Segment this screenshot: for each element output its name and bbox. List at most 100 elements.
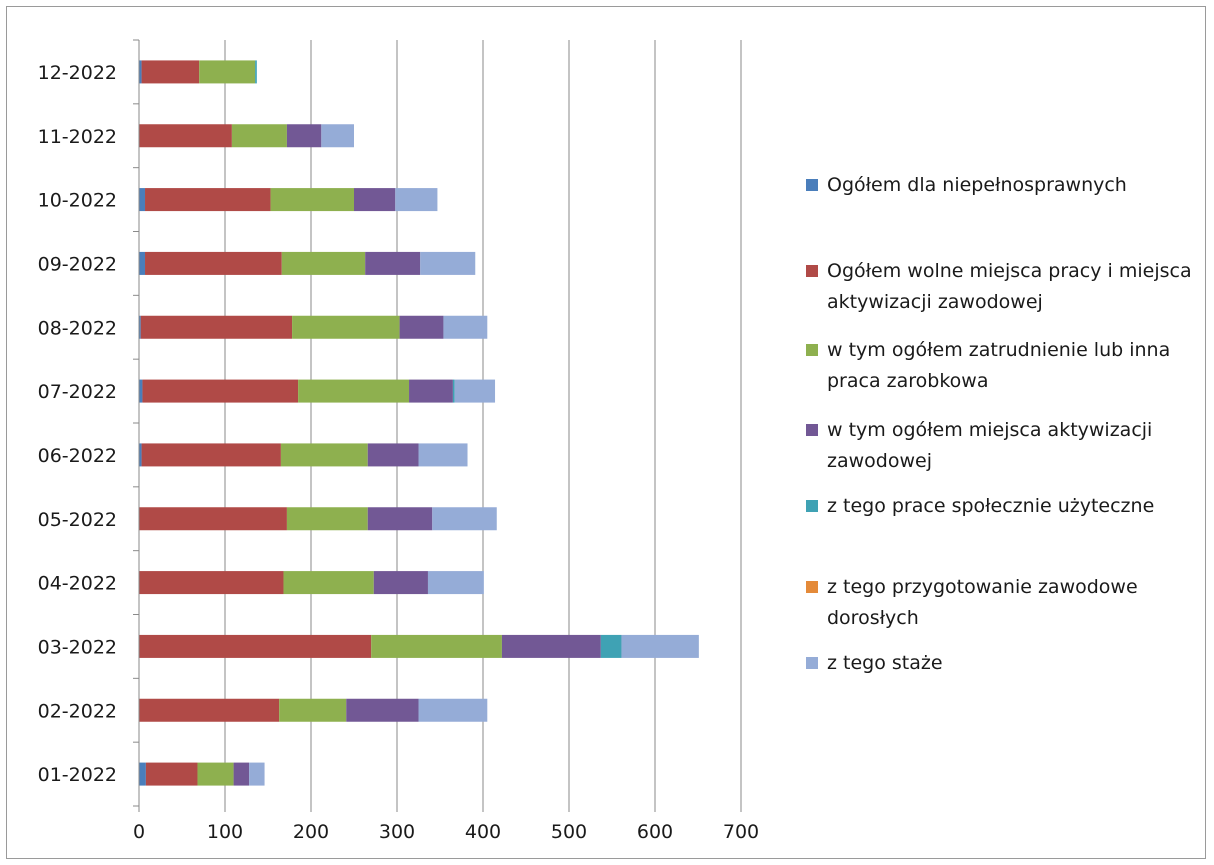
y-tick-label: 07-2022 bbox=[38, 381, 117, 403]
bar-segment bbox=[139, 251, 146, 275]
legend-label: Ogółem dla niepełnosprawnych bbox=[827, 174, 1127, 196]
x-tick-label: 100 bbox=[207, 821, 243, 843]
bar-segment bbox=[199, 60, 256, 84]
bar-segment bbox=[286, 124, 322, 148]
bar-segment bbox=[427, 571, 484, 595]
bar-segment bbox=[432, 507, 497, 531]
x-tick-label: 300 bbox=[379, 821, 415, 843]
bar-segment bbox=[270, 188, 354, 212]
bar-segment bbox=[255, 60, 257, 84]
bar-segment bbox=[140, 315, 293, 339]
bar-segment bbox=[409, 379, 453, 403]
legend-item: Ogółem wolne miejsca pracy i miejsca akt… bbox=[806, 258, 1197, 318]
bar-segment bbox=[367, 443, 419, 467]
legend-swatch bbox=[806, 265, 818, 277]
bar-segment bbox=[141, 60, 200, 84]
bar-segment bbox=[395, 188, 438, 212]
bar-segment bbox=[139, 124, 232, 148]
x-tick-label: 600 bbox=[637, 821, 673, 843]
bar-segment bbox=[139, 762, 146, 786]
x-tick-label: 500 bbox=[551, 821, 587, 843]
bar-segment bbox=[367, 507, 433, 531]
bar-segment bbox=[281, 251, 366, 275]
bar-segment bbox=[286, 507, 368, 531]
y-tick-label: 01-2022 bbox=[38, 764, 117, 786]
bar-segment bbox=[145, 188, 271, 212]
legend-label: z tego prace społecznie użyteczne bbox=[827, 495, 1155, 517]
legend-swatch bbox=[806, 179, 818, 191]
bar-segment bbox=[139, 315, 141, 339]
bar-segment bbox=[418, 698, 488, 722]
legend-label: z tego staże bbox=[827, 652, 943, 674]
bar-segment bbox=[197, 762, 234, 786]
bar-segment bbox=[249, 762, 265, 786]
bar-segment bbox=[373, 571, 428, 595]
bar-segment bbox=[354, 188, 396, 212]
bar-segment bbox=[139, 188, 146, 212]
y-tick-label: 09-2022 bbox=[38, 253, 117, 275]
bar-segment bbox=[145, 762, 198, 786]
legend-swatch bbox=[806, 581, 818, 593]
bar-segment bbox=[346, 698, 419, 722]
bar-segment bbox=[371, 634, 502, 658]
legend-label: Ogółem wolne miejsca pracy i miejsca akt… bbox=[827, 260, 1192, 313]
legend-label: z tego przygotowanie zawodowe dorosłych bbox=[827, 576, 1138, 629]
bar-segment bbox=[399, 315, 444, 339]
x-tick-label: 0 bbox=[133, 821, 145, 843]
y-tick-label: 04-2022 bbox=[38, 573, 117, 595]
y-tick-labels: 01-2022 02-2022 03-2022 04-2022 05-2022 06-20… bbox=[38, 62, 117, 786]
bar-segment bbox=[321, 124, 354, 148]
legend-item: w tym ogółem zatrudnienie lub inna praca… bbox=[806, 337, 1197, 397]
bar-segment bbox=[231, 124, 287, 148]
legend-item: w tym ogółem miejsca aktywizacji zawodow… bbox=[806, 417, 1197, 477]
bar-segment bbox=[454, 379, 496, 403]
legend-item: z tego prace społecznie użyteczne bbox=[806, 493, 1197, 522]
bar-segment bbox=[452, 379, 455, 403]
bar-segment bbox=[600, 634, 622, 658]
bar-segment bbox=[298, 379, 410, 403]
bar-segment bbox=[621, 634, 699, 658]
y-tick-label: 02-2022 bbox=[38, 700, 117, 722]
bar-segment bbox=[142, 379, 299, 403]
legend-label: w tym ogółem miejsca aktywizacji zawodow… bbox=[827, 419, 1153, 472]
bar-segment bbox=[145, 251, 282, 275]
y-tick-label: 03-2022 bbox=[38, 636, 117, 658]
legend-swatch bbox=[806, 657, 818, 669]
legend-item: Ogółem dla niepełnosprawnych bbox=[806, 172, 1197, 201]
y-tick-label: 10-2022 bbox=[38, 190, 117, 212]
legend-swatch bbox=[806, 424, 818, 436]
axes bbox=[133, 39, 742, 812]
y-tick-label: 12-2022 bbox=[38, 62, 117, 84]
x-tick-label: 200 bbox=[293, 821, 329, 843]
bar-segment bbox=[139, 60, 142, 84]
legend-item: z tego przygotowanie zawodowe dorosłych bbox=[806, 574, 1197, 634]
x-tick-labels: 0 100 200 300 400 500 600 700 bbox=[133, 821, 759, 843]
bar-segment bbox=[139, 443, 142, 467]
bar-segment bbox=[139, 698, 280, 722]
bar-segment bbox=[283, 571, 374, 595]
y-tick-label: 06-2022 bbox=[38, 445, 117, 467]
legend-swatch bbox=[806, 500, 818, 512]
legend-label: w tym ogółem zatrudnienie lub inna praca… bbox=[827, 339, 1171, 392]
bar-segment bbox=[139, 634, 372, 658]
legend-item: z tego staże bbox=[806, 650, 1197, 679]
bar-segment bbox=[292, 315, 400, 339]
y-tick-label: 05-2022 bbox=[38, 509, 117, 531]
gridlines bbox=[224, 40, 742, 806]
bar-segment bbox=[280, 443, 368, 467]
bars bbox=[139, 60, 699, 786]
bar-segment bbox=[139, 571, 284, 595]
bar-segment bbox=[365, 251, 421, 275]
bar-segment bbox=[418, 443, 468, 467]
x-tick-label: 700 bbox=[723, 821, 759, 843]
x-tick-label: 400 bbox=[465, 821, 501, 843]
legend-swatch bbox=[806, 344, 818, 356]
bar-segment bbox=[139, 379, 143, 403]
bar-segment bbox=[501, 634, 601, 658]
y-tick-label: 08-2022 bbox=[38, 317, 117, 339]
bar-segment bbox=[141, 443, 281, 467]
bar-segment bbox=[443, 315, 488, 339]
bar-segment bbox=[139, 507, 287, 531]
y-tick-label: 11-2022 bbox=[38, 126, 117, 148]
